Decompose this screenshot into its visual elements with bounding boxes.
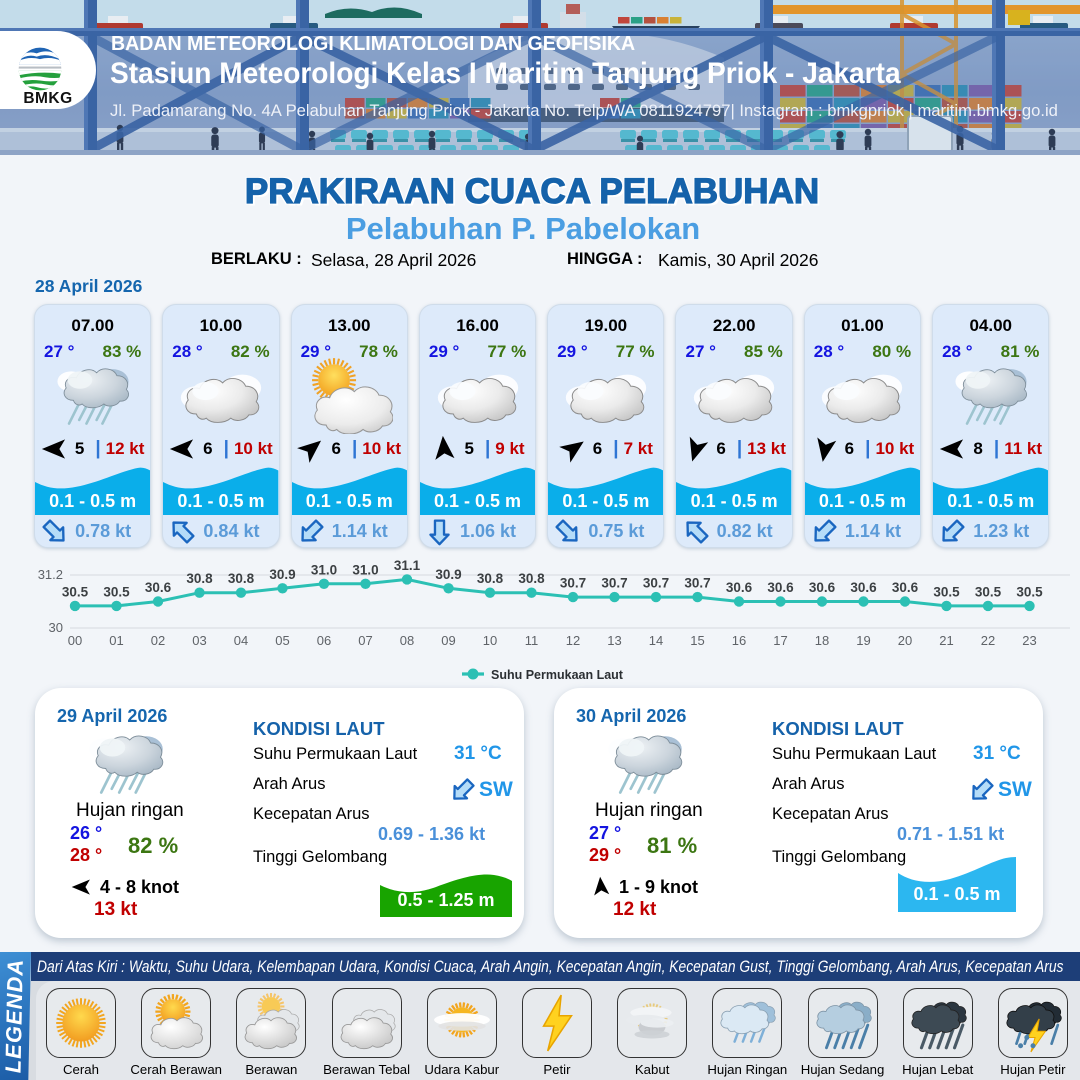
svg-text:Suhu Permukaan Laut: Suhu Permukaan Laut: [491, 668, 624, 682]
svg-text:30.6: 30.6: [850, 580, 877, 595]
svg-text:30.6: 30.6: [809, 580, 836, 595]
svg-text:30.5: 30.5: [933, 584, 960, 599]
svg-text:30.5: 30.5: [103, 584, 130, 599]
svg-text:08: 08: [400, 633, 414, 648]
svg-text:16: 16: [732, 633, 746, 648]
svg-text:04: 04: [234, 633, 248, 648]
svg-text:30.6: 30.6: [892, 580, 919, 595]
svg-text:03: 03: [192, 633, 206, 648]
svg-text:07: 07: [358, 633, 372, 648]
svg-text:14: 14: [649, 633, 663, 648]
svg-text:30.6: 30.6: [767, 580, 794, 595]
svg-text:30.6: 30.6: [726, 580, 753, 595]
svg-text:09: 09: [441, 633, 455, 648]
svg-text:11: 11: [525, 633, 539, 648]
svg-text:30.9: 30.9: [269, 567, 295, 582]
svg-text:20: 20: [898, 633, 912, 648]
svg-text:01: 01: [109, 633, 123, 648]
svg-text:18: 18: [815, 633, 829, 648]
svg-text:00: 00: [68, 633, 82, 648]
svg-text:23: 23: [1022, 633, 1036, 648]
svg-text:30.7: 30.7: [560, 576, 586, 591]
svg-text:30.8: 30.8: [518, 571, 545, 586]
svg-text:15: 15: [690, 633, 704, 648]
svg-text:31.2: 31.2: [38, 567, 63, 582]
svg-text:30: 30: [49, 620, 63, 635]
svg-text:31.0: 31.0: [311, 562, 337, 577]
svg-text:30.8: 30.8: [477, 571, 504, 586]
svg-text:31.0: 31.0: [352, 562, 378, 577]
svg-text:30.5: 30.5: [1016, 584, 1043, 599]
svg-text:30.6: 30.6: [145, 580, 172, 595]
svg-text:31.1: 31.1: [394, 558, 421, 573]
svg-text:30.9: 30.9: [435, 567, 461, 582]
svg-text:10: 10: [483, 633, 497, 648]
svg-text:30.7: 30.7: [601, 576, 627, 591]
svg-text:17: 17: [773, 633, 787, 648]
svg-text:02: 02: [151, 633, 165, 648]
svg-text:21: 21: [939, 633, 953, 648]
svg-text:30.5: 30.5: [62, 584, 89, 599]
svg-text:30.7: 30.7: [643, 576, 669, 591]
svg-text:05: 05: [275, 633, 289, 648]
svg-text:19: 19: [856, 633, 870, 648]
svg-text:30.8: 30.8: [228, 571, 255, 586]
svg-text:22: 22: [981, 633, 995, 648]
svg-text:06: 06: [317, 633, 331, 648]
svg-text:30.8: 30.8: [186, 571, 213, 586]
svg-text:13: 13: [607, 633, 621, 648]
svg-text:12: 12: [566, 633, 580, 648]
svg-text:30.7: 30.7: [684, 576, 710, 591]
svg-text:30.5: 30.5: [975, 584, 1002, 599]
